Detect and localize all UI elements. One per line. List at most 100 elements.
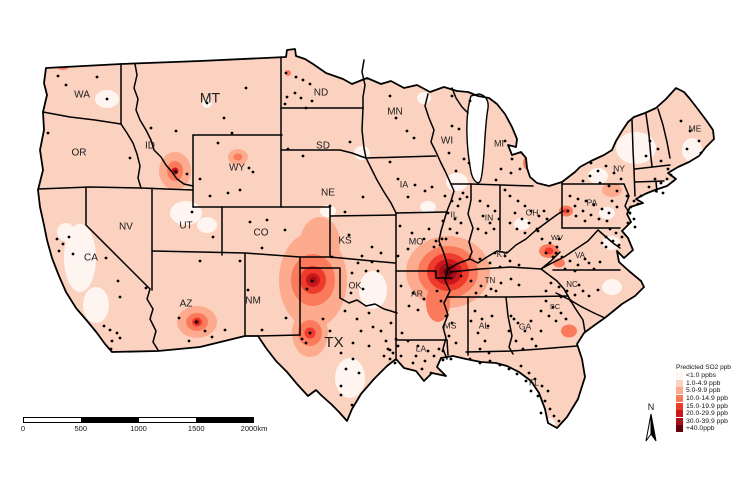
station-dot — [102, 324, 106, 328]
station-dot — [305, 287, 309, 291]
station-dot — [286, 147, 290, 151]
state-label-pa: PA — [587, 197, 598, 207]
low-value-patch — [682, 138, 702, 162]
station-dot — [539, 329, 543, 333]
station-dot — [349, 291, 353, 295]
station-dot — [328, 204, 332, 208]
state-label-nd: ND — [314, 88, 328, 99]
station-dot — [469, 279, 473, 283]
station-dot — [615, 205, 619, 209]
station-dot — [308, 82, 312, 86]
low-value-patch — [602, 279, 622, 295]
station-dot — [350, 271, 354, 275]
station-dot — [321, 317, 325, 321]
station-dot — [440, 237, 444, 241]
station-dot — [226, 191, 230, 195]
scale-bar-segment — [195, 418, 253, 422]
station-dot — [388, 94, 392, 98]
station-dot — [367, 344, 371, 348]
station-dot — [548, 407, 552, 411]
station-dot — [55, 237, 59, 241]
station-dot — [426, 349, 430, 353]
station-dot — [116, 279, 120, 283]
station-dot — [459, 221, 463, 225]
station-dot — [604, 164, 608, 168]
station-dot — [494, 178, 498, 182]
state-label-al: AL — [479, 320, 490, 330]
low-value-patch — [599, 207, 615, 219]
station-dot — [371, 325, 375, 329]
station-dot — [604, 245, 608, 249]
station-dot — [57, 249, 61, 253]
state-label-ga: GA — [519, 321, 532, 331]
station-dot — [389, 321, 393, 325]
station-dot — [555, 245, 559, 249]
station-dot — [503, 254, 507, 258]
station-dot — [293, 91, 297, 95]
station-dot — [644, 154, 648, 158]
low-value-patch — [514, 218, 530, 230]
station-dot — [467, 161, 471, 165]
station-dot — [600, 241, 604, 245]
station-dot — [435, 289, 439, 293]
station-dot — [174, 170, 178, 174]
legend-label: +40.0ppb — [686, 425, 715, 433]
state-label-az: AZ — [180, 299, 193, 310]
station-dot — [367, 311, 371, 315]
station-dot — [659, 159, 663, 163]
station-dot — [481, 214, 485, 218]
station-dot — [633, 225, 637, 229]
station-dot — [462, 157, 466, 161]
station-dot — [284, 316, 288, 320]
station-dot — [194, 320, 198, 324]
station-dot — [330, 255, 334, 259]
station-dot — [557, 419, 561, 423]
station-dot — [557, 237, 561, 241]
station-dot — [566, 209, 570, 213]
station-dot — [128, 156, 132, 160]
station-dot — [573, 269, 577, 273]
north-arrow-label: N — [647, 402, 655, 412]
station-dot — [238, 259, 242, 263]
station-dot — [587, 294, 591, 298]
station-dot — [492, 227, 496, 231]
station-dot — [379, 251, 383, 255]
station-dot — [611, 239, 615, 243]
station-dot — [247, 166, 251, 170]
station-dot — [536, 229, 540, 233]
station-dot — [584, 199, 588, 203]
station-dot — [453, 217, 457, 221]
legend-swatch — [676, 417, 683, 425]
station-dot — [547, 314, 551, 318]
station-dot — [548, 241, 552, 245]
station-dot — [416, 344, 420, 348]
station-dot — [185, 172, 189, 176]
station-dot — [598, 260, 602, 264]
station-dot — [487, 351, 491, 355]
station-dot — [350, 403, 354, 407]
station-dot — [458, 197, 462, 201]
station-dot — [666, 167, 670, 171]
state-label-sc: SC — [550, 302, 561, 311]
station-dot — [351, 357, 355, 361]
station-dot — [411, 291, 415, 295]
station-dot — [632, 217, 636, 221]
station-dot — [498, 265, 502, 269]
station-dot — [568, 259, 572, 263]
station-dot — [446, 211, 450, 215]
station-dot — [64, 83, 68, 87]
station-dot — [388, 357, 392, 361]
station-dot — [410, 231, 414, 235]
station-dot — [95, 75, 99, 79]
station-dot — [441, 349, 445, 353]
station-dot — [364, 269, 368, 273]
station-dot — [656, 147, 660, 151]
station-dot — [625, 194, 629, 198]
station-dot — [339, 384, 343, 388]
state-label-in: IN — [485, 212, 494, 222]
station-dot — [486, 204, 490, 208]
station-dot — [552, 414, 556, 418]
legend-label: 1.0-4.9 ppb — [686, 379, 721, 387]
